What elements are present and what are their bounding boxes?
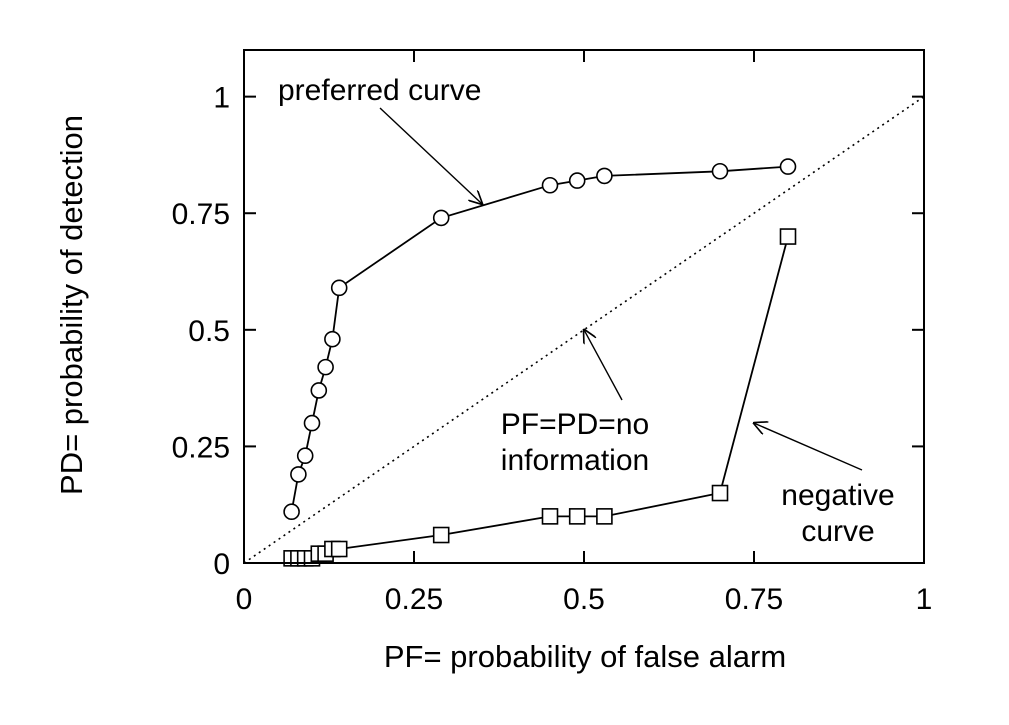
- circle-point-1: [283, 503, 300, 521]
- annotation-line: curve: [801, 515, 874, 548]
- circle-point-3: [296, 447, 314, 465]
- circle-point-2: [290, 466, 307, 483]
- circle-point-14: [779, 158, 797, 175]
- circle-point-4: [303, 414, 321, 432]
- circle-point-6: [317, 358, 334, 376]
- x-axis-title: PF= probability of false alarm: [384, 639, 786, 674]
- square-point-12: [596, 508, 613, 525]
- y-tick-label: 0.25: [172, 431, 230, 464]
- square-point-8: [330, 540, 348, 558]
- annotation-line: negative: [781, 479, 894, 512]
- circle-point-7: [324, 330, 341, 348]
- circle-point-13: [711, 162, 729, 180]
- y-axis-title: PD= probability of detection: [54, 115, 89, 495]
- annotation-3-text: negative curve: [781, 479, 894, 548]
- circle-point-5: [310, 382, 328, 399]
- square-point-14: [779, 228, 797, 245]
- annotation-line: preferred curve: [278, 74, 481, 107]
- y-tick-label: 1: [213, 82, 230, 115]
- y-tick-label: 0: [213, 548, 230, 581]
- annotation-3-arrow: [754, 423, 863, 471]
- series-2-line: [291, 236, 789, 560]
- annotation-1-text: preferred curve: [278, 74, 481, 107]
- annotation-line: PF=PD=no: [501, 408, 649, 441]
- x-tick-label: 0.5: [563, 583, 605, 616]
- square-point-11: [568, 508, 586, 525]
- circle-point-8: [330, 279, 348, 297]
- circle-point-11: [568, 172, 586, 189]
- annotation-line: information: [501, 444, 649, 477]
- square-point-10: [541, 508, 559, 525]
- x-tick-label: 0.25: [385, 583, 443, 616]
- x-tick-label: 0: [236, 583, 253, 616]
- y-tick-label: 0.5: [188, 315, 230, 348]
- annotation-2-text: PF=PD=no information: [501, 408, 649, 477]
- x-tick-label: 1: [916, 583, 933, 616]
- series-layer: [283, 158, 797, 567]
- annotation-layer: preferred curve PF=PD=no information negati…: [278, 74, 895, 548]
- square-point-9: [432, 526, 450, 544]
- annotation-2-arrow: [584, 330, 623, 401]
- axes-layer: 0 0.25 0.5 0.75 1 0 0.25 0.5 0.75 1: [172, 49, 933, 616]
- circle-point-9: [432, 209, 450, 227]
- circle-point-10: [541, 176, 559, 194]
- x-tick-label: 0.75: [725, 583, 783, 616]
- y-tick-label: 0.75: [172, 198, 230, 231]
- annotation-1-arrow: [379, 107, 482, 204]
- square-point-13: [711, 484, 729, 502]
- circle-point-12: [596, 167, 613, 185]
